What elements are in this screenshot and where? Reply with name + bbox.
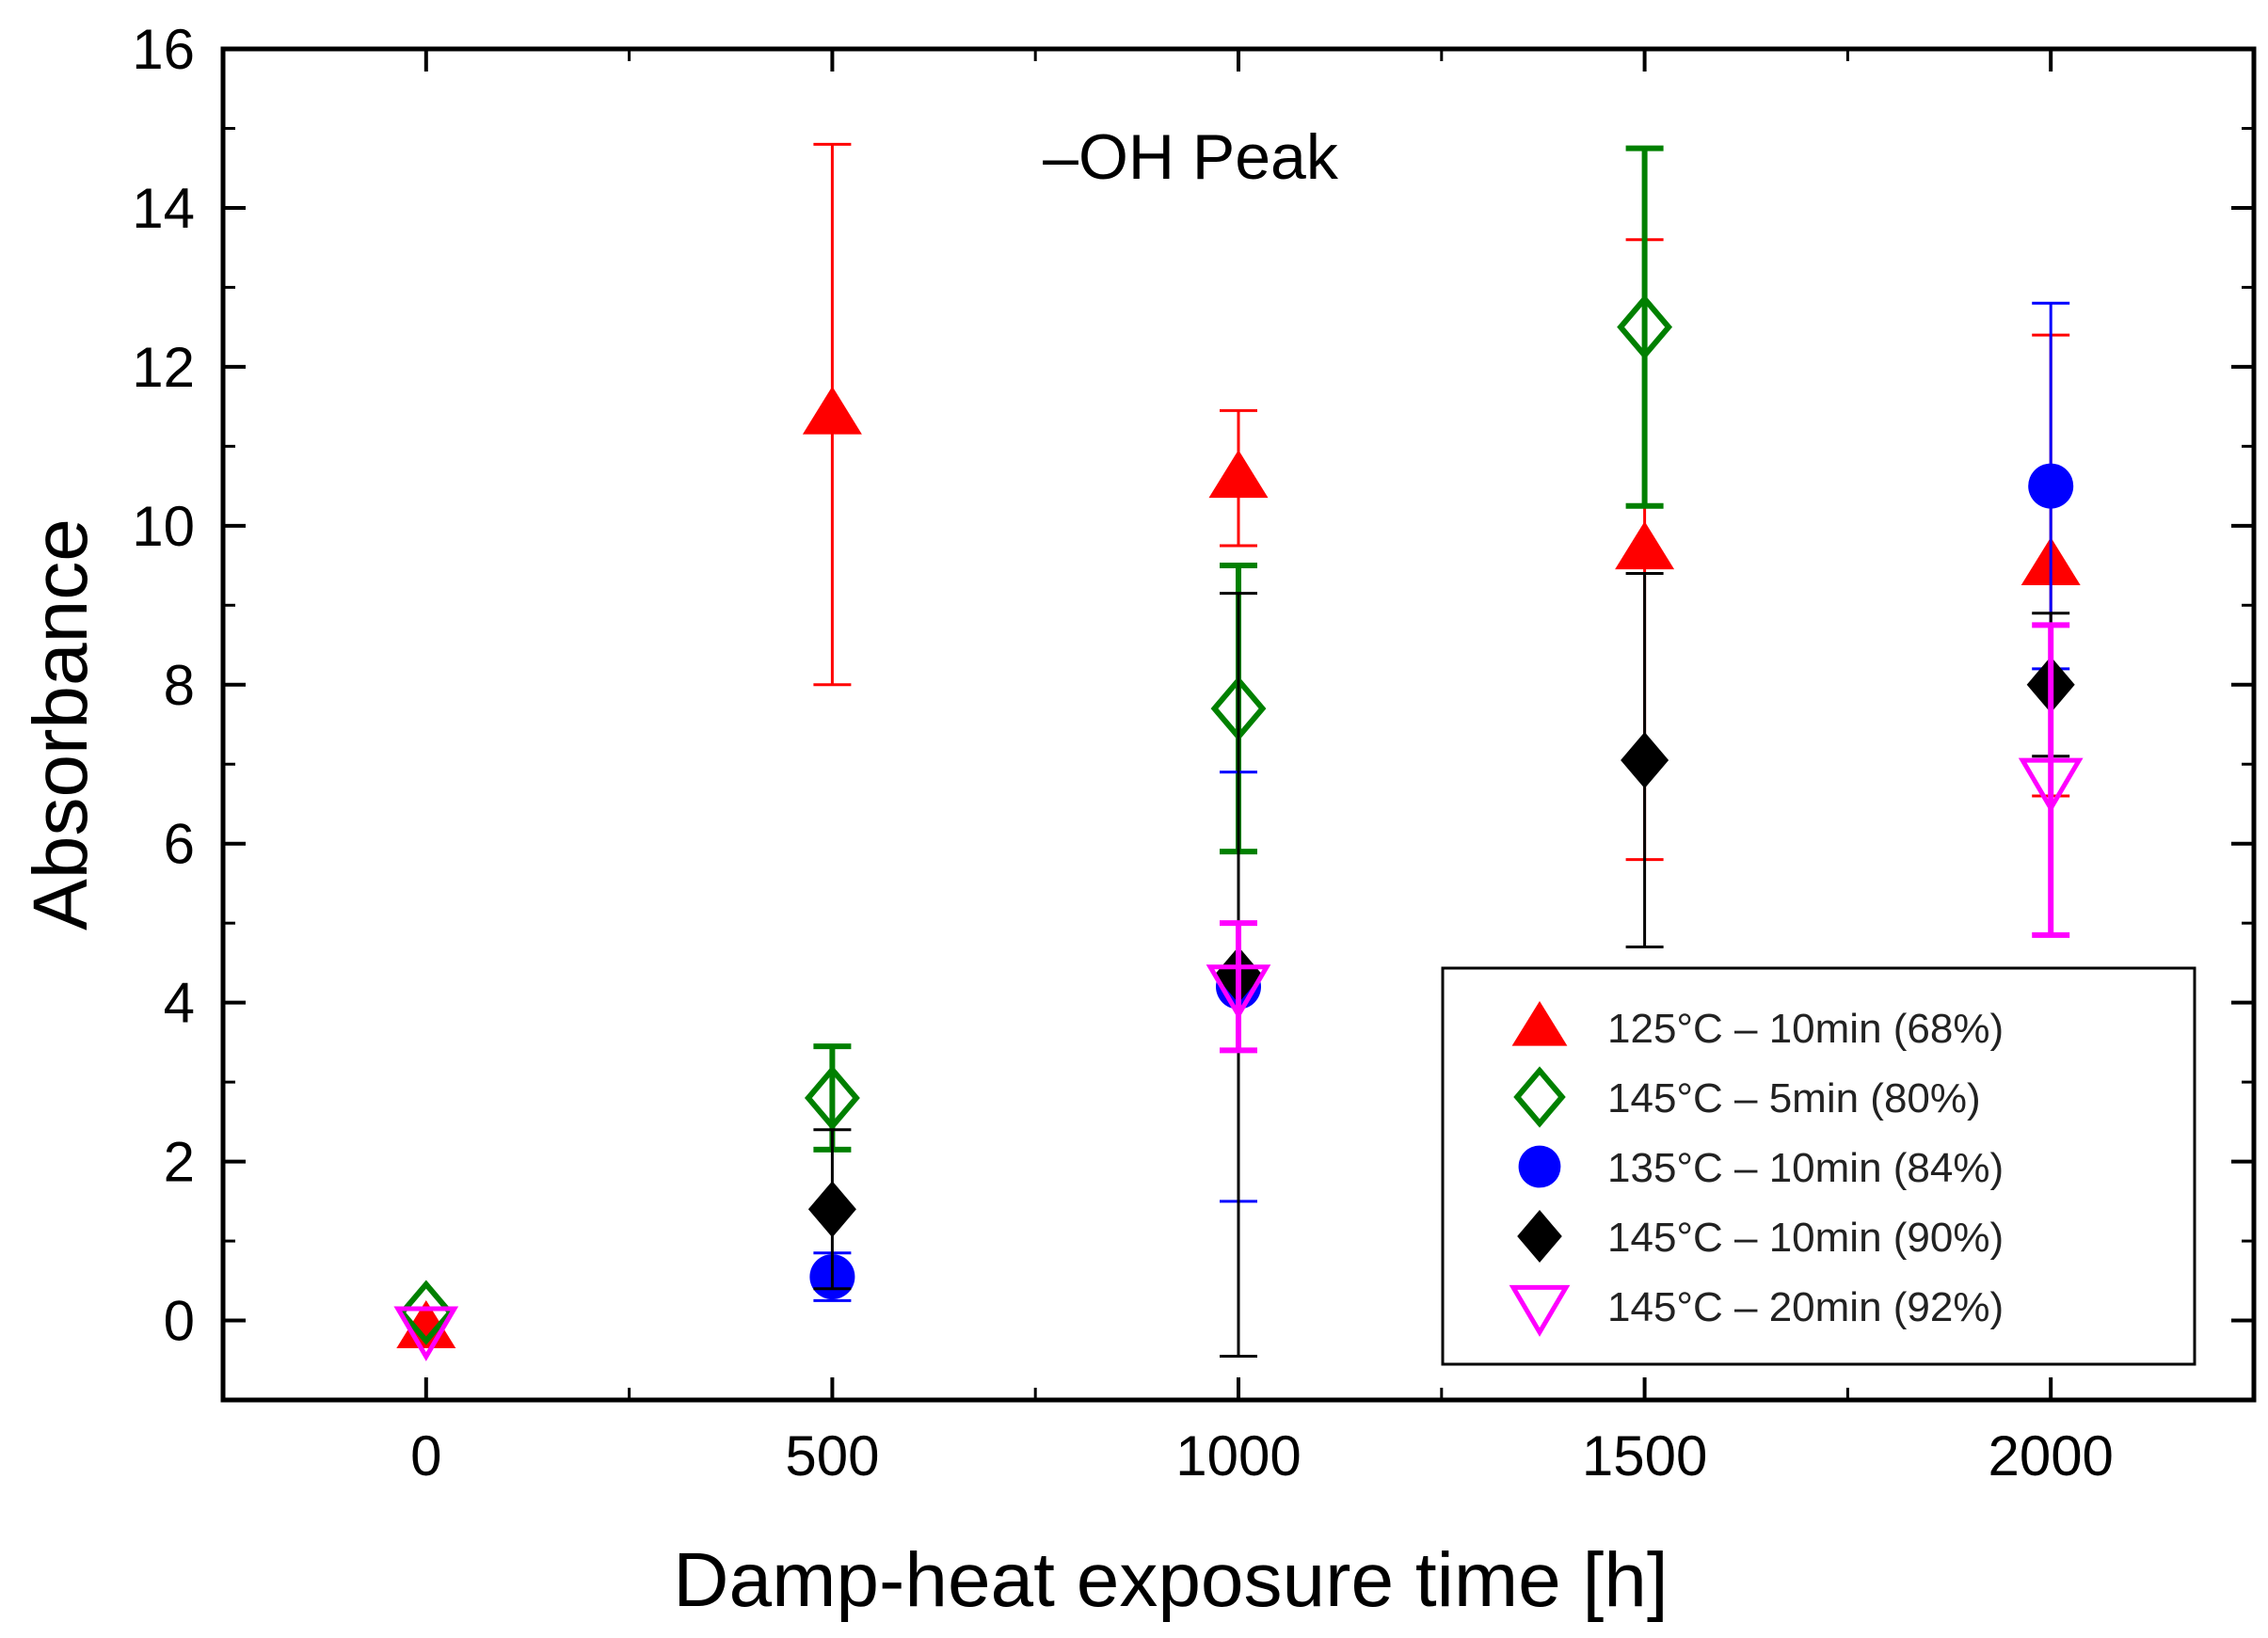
data-point bbox=[2018, 757, 2084, 814]
data-point bbox=[1617, 294, 1673, 360]
y-tick-label: 16 bbox=[132, 18, 195, 81]
data-marks bbox=[393, 142, 2084, 1361]
x-axis-title: Damp-heat exposure time [h] bbox=[673, 1537, 1668, 1623]
x-tick-label: 1000 bbox=[1175, 1424, 1301, 1487]
data-point bbox=[1206, 964, 1271, 1020]
y-tick-label: 14 bbox=[132, 177, 195, 240]
legend-marker bbox=[1517, 1210, 1562, 1263]
data-point bbox=[2028, 463, 2074, 509]
data-point bbox=[1615, 521, 1675, 570]
legend-box bbox=[1441, 966, 2196, 1366]
y-tick-label: 12 bbox=[132, 336, 195, 399]
x-tick-label: 2000 bbox=[1988, 1424, 2113, 1487]
annotation-oh-peak: –OH Peak bbox=[1043, 121, 1339, 193]
data-point bbox=[398, 1280, 455, 1345]
series-3 bbox=[807, 572, 2075, 1359]
x-tick-label: 500 bbox=[785, 1424, 879, 1487]
tick-labels: 0 500 1000 1500 2000 0 2 4 6 8 10 12 14 16 bbox=[132, 18, 2114, 1487]
y-tick-label: 4 bbox=[164, 972, 195, 1035]
legend: 125°C – 10min (68%) 145°C – 5min (80%) 135… bbox=[1441, 966, 2196, 1366]
x-tick-label: 0 bbox=[410, 1424, 441, 1487]
data-point bbox=[1208, 450, 1269, 499]
data-point bbox=[804, 1065, 860, 1131]
data-point bbox=[802, 386, 862, 435]
y-tick-label: 8 bbox=[164, 654, 195, 717]
data-point bbox=[393, 1306, 459, 1361]
legend-label: 125°C – 10min (68%) bbox=[1607, 1006, 2004, 1052]
y-tick-label: 6 bbox=[164, 813, 195, 876]
x-tick-label: 1500 bbox=[1582, 1424, 1707, 1487]
legend-marker bbox=[1518, 1145, 1561, 1188]
y-tick-label: 0 bbox=[164, 1290, 195, 1353]
y-tick-label: 2 bbox=[164, 1131, 195, 1194]
series-4 bbox=[393, 622, 2084, 1361]
axis-ticks bbox=[223, 47, 2254, 1402]
legend-label: 145°C – 10min (90%) bbox=[1607, 1215, 2004, 1261]
legend-marker bbox=[1511, 1001, 1568, 1046]
legend-label: 145°C – 20min (92%) bbox=[1607, 1284, 2004, 1330]
y-tick-label: 10 bbox=[132, 495, 195, 558]
legend-marker bbox=[1509, 1284, 1571, 1337]
legend-label: 135°C – 10min (84%) bbox=[1607, 1145, 2004, 1191]
data-point bbox=[807, 1181, 856, 1238]
data-point bbox=[1621, 732, 1669, 789]
data-point bbox=[396, 1299, 456, 1348]
legend-marker bbox=[1513, 1066, 1566, 1128]
y-axis-title: Absorbance bbox=[18, 518, 104, 930]
legend-label: 145°C – 5min (80%) bbox=[1607, 1075, 1981, 1121]
